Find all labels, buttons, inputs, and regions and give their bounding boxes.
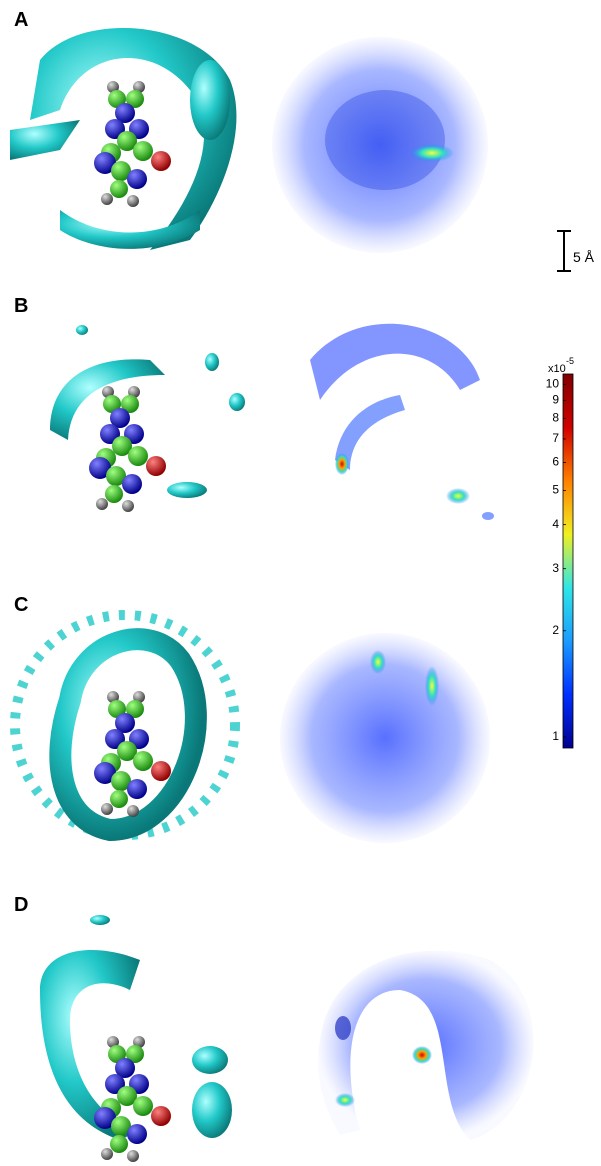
molecule [94, 81, 171, 207]
panel-b-isosurface [50, 325, 245, 498]
panel-label: C [14, 594, 28, 616]
colorbar-tick-label: 3 [552, 561, 559, 575]
colorbar-tick-label: 4 [552, 517, 559, 531]
scale-bar-label: 5 Å [573, 249, 595, 265]
colorbar-tick-label: 8 [552, 411, 559, 425]
colorbar-tick-label: 10 [546, 377, 560, 391]
molecule [89, 386, 166, 512]
colorbar-tick-label: 2 [552, 623, 559, 637]
panel-label: A [14, 9, 28, 31]
colorbar [563, 374, 573, 748]
colorbar-tick-label: 1 [552, 729, 559, 743]
panel-c-density [280, 633, 490, 843]
colorbar-multiplier: x10 [548, 363, 566, 375]
panel-b-density [310, 324, 494, 520]
scale-bar [557, 231, 571, 271]
colorbar-tick-label: 9 [552, 393, 559, 407]
figure: 5 Å A B C D x10 -5 1 2 3 4 5 6 7 8 9 10 [0, 0, 601, 1166]
colorbar-exponent: -5 [566, 356, 574, 366]
colorbar-tick-label: 7 [552, 431, 559, 445]
panel-label: D [14, 894, 28, 916]
colorbar-tick-label: 5 [552, 483, 559, 497]
panel-a-density [272, 37, 488, 253]
colorbar-tick-label: 6 [552, 455, 559, 469]
panel-label: B [14, 295, 28, 317]
panel-d-density [318, 951, 533, 1140]
molecule [94, 1036, 171, 1162]
